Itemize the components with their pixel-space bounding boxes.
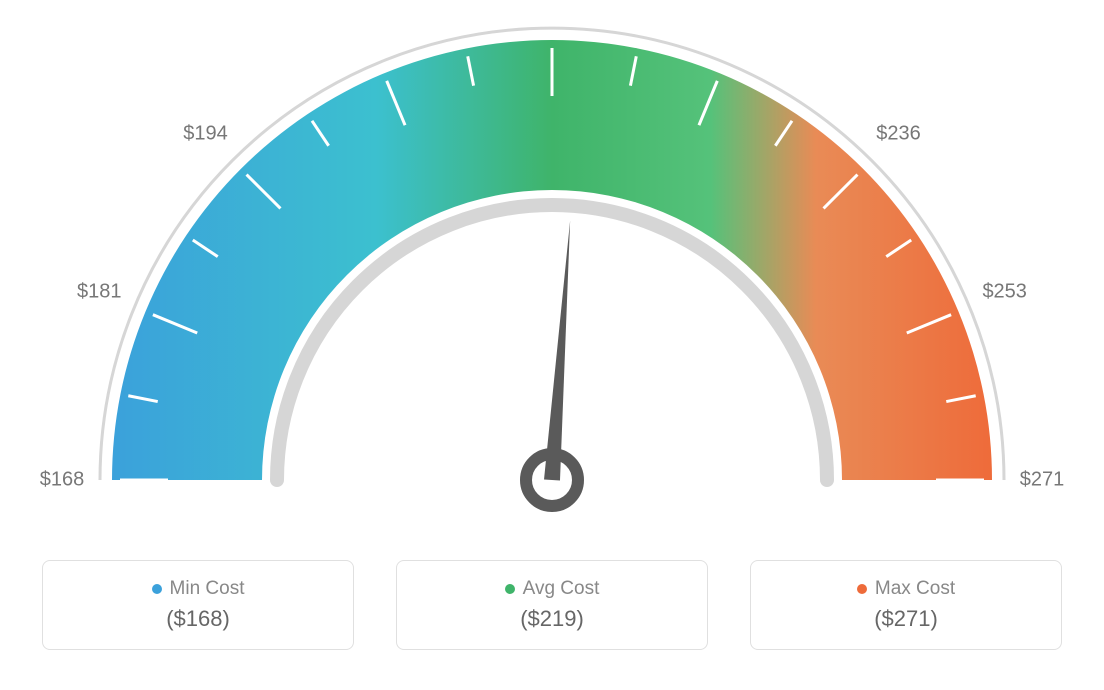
dot-icon [505,584,515,594]
dot-icon [857,584,867,594]
legend-label: Avg Cost [523,578,600,600]
tick-label: $219 [530,0,575,2]
legend-label: Min Cost [170,578,245,600]
needle [544,221,570,481]
legend-card-min: Min Cost ($168) [42,560,354,650]
tick-label: $194 [183,122,228,145]
legend-row: Min Cost ($168) Avg Cost ($219) Max Cost… [0,560,1104,650]
legend-card-avg: Avg Cost ($219) [396,560,708,650]
legend-value-max: ($271) [874,606,938,632]
tick-label: $181 [77,281,122,304]
legend-value-min: ($168) [166,606,230,632]
gauge-svg [0,0,1104,560]
gauge-container: $168 $181 $194 $219 $236 $253 $271 [0,0,1104,560]
tick-label: $168 [40,469,85,492]
legend-title-min: Min Cost [152,578,245,600]
tick-label: $253 [982,281,1027,304]
legend-card-max: Max Cost ($271) [750,560,1062,650]
legend-title-max: Max Cost [857,578,955,600]
legend-title-avg: Avg Cost [505,578,600,600]
tick-label: $271 [1020,469,1065,492]
legend-label: Max Cost [875,578,955,600]
dot-icon [152,584,162,594]
tick-label: $236 [876,122,921,145]
legend-value-avg: ($219) [520,606,584,632]
